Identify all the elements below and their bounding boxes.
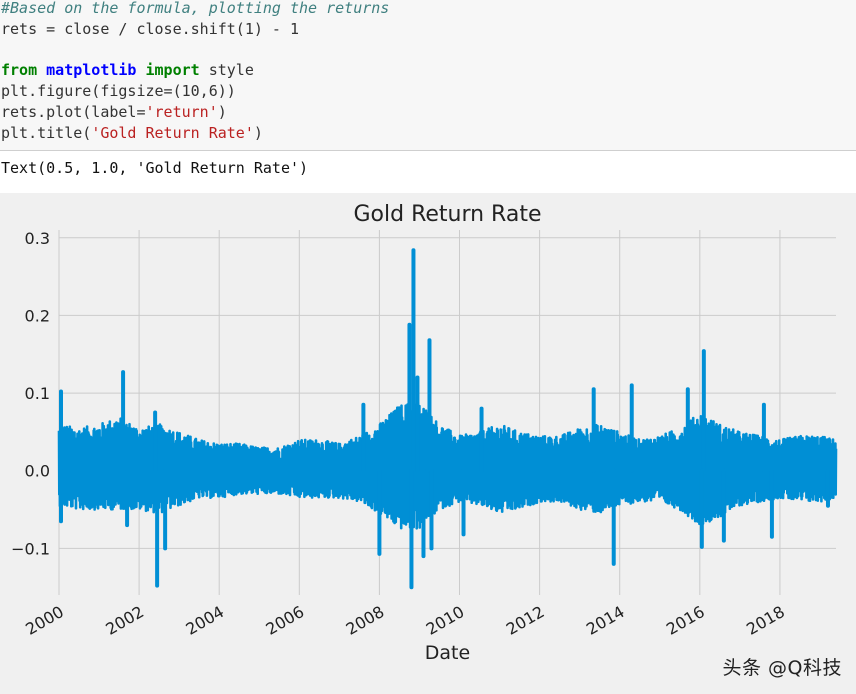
code-token: ) [253,123,263,142]
code-line: rets = close / close.shift(1) - 1 [1,19,299,39]
code-line: plt.figure(figsize=(10,6)) [1,81,236,101]
return-series-line [57,401,838,530]
code-line: rets.plot(label='return') [1,102,227,122]
y-tick-label: 0.2 [25,306,50,325]
x-axis-label: Date [425,642,470,664]
code-line: #Based on the formula, plotting the retu… [1,0,389,18]
code-token: 'Gold Return Rate' [91,123,254,142]
code-token: matplotlib [46,61,137,80]
y-tick-label: 0.0 [25,462,50,481]
cell-output-text: Text(0.5, 1.0, 'Gold Return Rate') [1,159,309,177]
code-token: rets = close / close.shift(1) - 1 [1,19,300,38]
y-tick-label: 0.3 [25,229,50,248]
chart-title: Gold Return Rate [353,202,541,227]
code-cell-input[interactable]: #Based on the formula, plotting the retu… [0,0,856,151]
code-token [37,61,46,79]
code-line: from matplotlib import style [1,60,254,80]
code-token: rets.plot(label= [1,103,146,121]
code-token: from [1,61,38,80]
figure-area: −0.1 0.0 0.1 0.2 0.3 2000 2002 2004 2006 2008 2010… [0,193,856,694]
code-token: 'return' [145,103,218,121]
code-token: import [145,61,200,80]
code-token [136,61,145,79]
code-token: plt.title( [1,123,92,142]
y-tick-label: 0.1 [25,384,50,403]
code-token: style [199,61,254,80]
code-line: plt.title('Gold Return Rate') [1,123,263,143]
code-token: ) [217,103,227,121]
code-token: #Based on the formula, plotting the retu… [1,0,390,17]
watermark-text: 头条 @Q科技 [722,657,842,679]
code-token: plt.figure(figsize=(10,6)) [1,82,236,101]
y-tick-label: −0.1 [11,539,50,558]
